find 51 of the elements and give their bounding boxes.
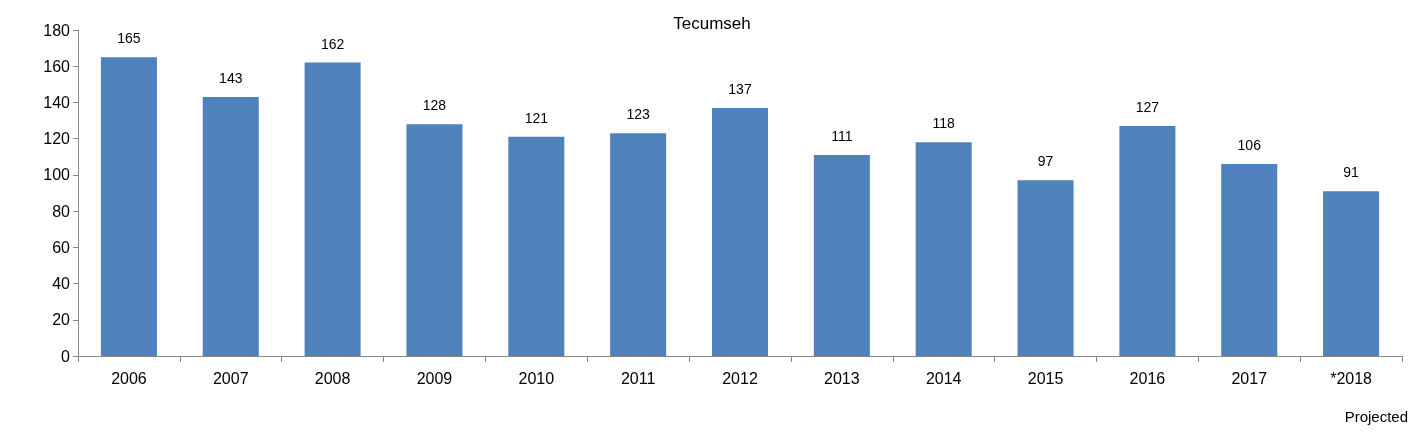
x-tick-label: 2008 [314,369,351,387]
y-tick-label: 120 [43,130,71,148]
x-tick-label: 2010 [518,369,555,387]
y-tick-label: 0 [61,347,71,365]
data-label: 97 [1037,153,1054,170]
bar [508,136,565,356]
data-label: 121 [524,109,549,126]
x-tick-label: 2013 [824,369,860,387]
y-tick-label: 60 [52,238,71,256]
x-tick-label: 2015 [1027,369,1064,387]
y-tick-label: 160 [43,57,71,75]
data-label: 106 [1237,137,1262,154]
data-label: 118 [932,115,956,132]
x-tick-label: 2017 [1231,369,1268,387]
data-label: 91 [1343,164,1360,181]
x-tick-label: 2016 [1129,369,1166,387]
text: Projected [1344,408,1409,425]
chart-title: Tecumseh [673,14,751,33]
data-label: 162 [320,35,345,52]
bar [1119,125,1176,356]
bar [915,142,972,356]
x-tick-label: 2009 [416,369,453,387]
bar [304,62,361,356]
x-tick-label: 2012 [722,369,758,387]
x-tick-label: 2006 [111,369,147,387]
x-tick-label: 2007 [212,369,249,387]
x-tick-label: *2018 [1330,369,1373,387]
y-tick-label: 100 [43,166,71,184]
y-tick-label: 40 [52,275,71,293]
y-tick-label: 80 [52,202,71,220]
data-label: 127 [1135,98,1160,115]
bar [711,107,769,356]
bar [1323,191,1380,356]
data-label: 137 [728,80,752,97]
bar [100,57,157,356]
data-label: 111 [831,127,853,144]
bar [813,154,870,356]
bar [406,124,463,356]
bar [610,133,667,356]
y-tick-label: 180 [43,21,71,39]
data-label: 128 [422,97,447,114]
data-label: 123 [626,106,651,123]
x-tick-label: 2011 [620,369,656,387]
data-label: 143 [219,70,243,87]
data-label: 165 [117,30,141,47]
y-tick-label: 140 [43,93,71,111]
x-tick-label: 2014 [925,369,962,387]
bar [1221,164,1278,356]
bar [1017,180,1074,356]
bar [202,97,259,356]
y-tick-label: 20 [52,311,71,329]
